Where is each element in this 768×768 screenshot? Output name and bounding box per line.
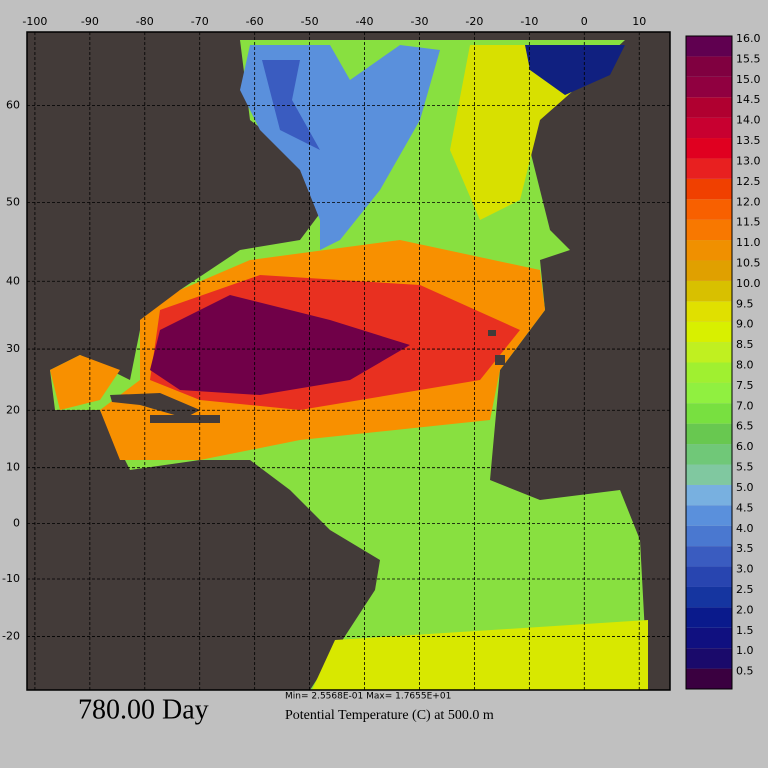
colorbar-label: 11.5 [736, 216, 761, 229]
y-tick-label: 20 [6, 403, 20, 416]
x-tick-label: -50 [301, 15, 319, 28]
colorbar-swatch [686, 138, 732, 159]
colorbar-swatch [686, 423, 732, 445]
x-tick-label: -30 [410, 15, 428, 28]
x-tick-label: -90 [81, 15, 99, 28]
colorbar-swatch [686, 648, 732, 669]
field-title: Potential Temperature (C) at 500.0 m [285, 708, 494, 723]
colorbar-label: 4.0 [736, 522, 754, 535]
colorbar-label: 7.5 [736, 379, 754, 392]
colorbar-label: 13.5 [736, 134, 761, 147]
colorbar-swatch [686, 240, 732, 261]
colorbar-label: 6.5 [736, 420, 754, 433]
colorbar-swatch [686, 342, 732, 363]
y-tick-label: 60 [6, 98, 20, 111]
colorbar-swatch [686, 627, 732, 649]
colorbar-label: 5.5 [736, 461, 754, 474]
colorbar-label: 14.0 [736, 114, 761, 127]
x-tick-label: -40 [356, 15, 374, 28]
colorbar-label: 12.0 [736, 195, 761, 208]
x-tick-label: 0 [581, 15, 588, 28]
colorbar-swatch [686, 260, 732, 281]
x-tick-label: -10 [520, 15, 538, 28]
colorbar-label: 1.0 [736, 644, 754, 657]
colorbar-swatch [686, 362, 732, 383]
colorbar-swatch [686, 76, 732, 98]
colorbar-swatch [686, 586, 732, 608]
y-tick-label: 50 [6, 196, 20, 209]
plot-frame [26, 31, 671, 691]
colorbar-swatch [686, 525, 732, 547]
x-tick-label: -100 [22, 15, 47, 28]
colorbar-label: 3.5 [736, 542, 754, 555]
colorbar-swatch [686, 178, 732, 200]
colorbar-label: 3.0 [736, 563, 754, 576]
colorbar-label: 14.5 [736, 93, 761, 106]
colorbar-label: 10.0 [736, 277, 761, 290]
colorbar-swatch [686, 566, 732, 587]
colorbar-label: 7.0 [736, 399, 754, 412]
x-tick-label: -20 [465, 15, 483, 28]
colorbar-label: 1.5 [736, 624, 754, 637]
colorbar-swatch [686, 199, 732, 220]
colorbar-swatch [686, 444, 732, 465]
y-tick-label: -20 [2, 629, 20, 642]
colorbar-swatch [686, 219, 732, 241]
colorbar-label: 11.0 [736, 236, 761, 249]
colorbar-label: 5.0 [736, 481, 754, 494]
colorbar-label: 2.5 [736, 583, 754, 596]
colorbar-label: 12.5 [736, 175, 761, 188]
colorbar-swatch [686, 668, 732, 689]
colorbar-swatch [686, 56, 732, 77]
colorbar-label: 8.5 [736, 338, 754, 351]
colorbar-label: 16.0 [736, 32, 761, 45]
colorbar-swatch [686, 321, 732, 343]
colorbar-label: 8.0 [736, 359, 754, 372]
colorbar-swatch [686, 158, 732, 179]
colorbar-swatch [686, 36, 732, 57]
y-tick-label: 10 [6, 461, 20, 474]
colorbar-label: 2.0 [736, 603, 754, 616]
colorbar-label: 15.0 [736, 73, 761, 86]
colorbar-swatch [686, 97, 732, 118]
y-tick-label: 30 [6, 342, 20, 355]
colorbar-frame [685, 35, 733, 690]
x-tick-label: 10 [632, 15, 646, 28]
stats-label: Min= 2.5568E-01 Max= 1.7655E+01 [285, 692, 451, 702]
ocean-field [50, 40, 648, 690]
x-tick-label: -70 [191, 15, 209, 28]
colorbar-swatch [686, 280, 732, 302]
colorbar-swatch [686, 117, 732, 139]
colorbar-swatch [686, 484, 732, 506]
time-label: 780.00 Day [78, 694, 209, 725]
y-tick-label: 40 [6, 274, 20, 287]
colorbar-swatch [686, 464, 732, 485]
colorbar-label: 0.5 [736, 665, 754, 678]
x-tick-label: -60 [246, 15, 264, 28]
colorbar-label: 6.0 [736, 440, 754, 453]
colorbar-swatch [686, 403, 732, 424]
x-tick-label: -80 [136, 15, 154, 28]
colorbar-swatch [686, 382, 732, 404]
colorbar-swatch [686, 301, 732, 322]
colorbar-swatch [686, 505, 732, 526]
colorbar-swatch [686, 546, 732, 567]
colorbar-label: 4.5 [736, 501, 754, 514]
colorbar-label: 15.5 [736, 52, 761, 65]
colorbar-swatch [686, 607, 732, 628]
y-tick-label: -10 [2, 572, 20, 585]
footer: Min= 2.5568E-01 Max= 1.7655E+01 780.00 D… [78, 692, 494, 726]
colorbar-label: 10.5 [736, 256, 761, 269]
y-tick-label: 0 [13, 516, 20, 529]
colorbar-label: 9.5 [736, 297, 754, 310]
colorbar-label: 9.0 [736, 318, 754, 331]
colorbar-label: 13.0 [736, 154, 761, 167]
